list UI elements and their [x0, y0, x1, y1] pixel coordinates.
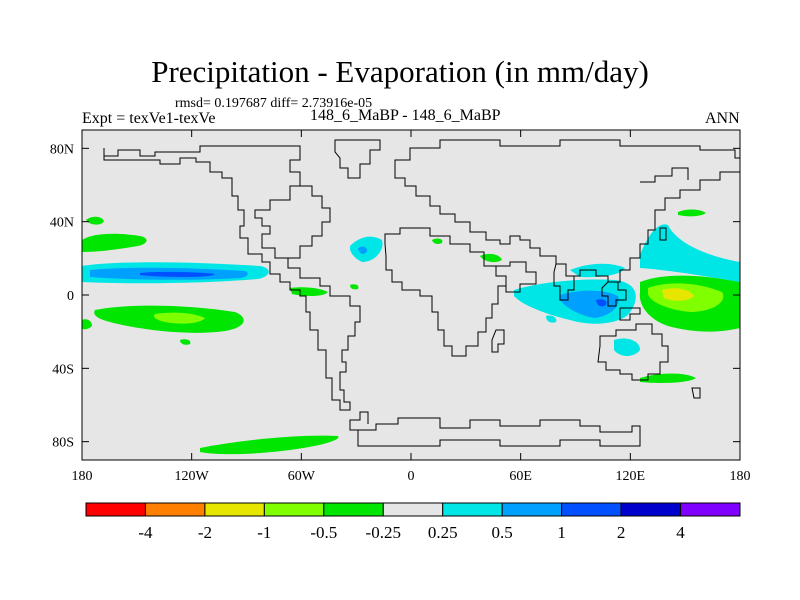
atlantic-dry-spot-2 — [350, 284, 359, 290]
colorbar-label: 4 — [676, 523, 685, 542]
statistics-line: rmsd= 0.197687 diff= 2.73916e-05 — [175, 96, 373, 111]
colorbar-swatch — [144, 502, 206, 517]
lat-tick-label: 80N — [50, 142, 74, 157]
colorbar-label: -4 — [138, 523, 153, 542]
colorbar-swatch — [323, 502, 384, 517]
lon-tick-label: 0 — [408, 469, 415, 484]
north-atlantic-wet-core — [358, 246, 368, 254]
colorbar-label: -2 — [198, 523, 212, 542]
indian-ocean-wet-mid — [560, 290, 619, 318]
colorbar-label: 0.5 — [492, 523, 513, 542]
plot-title: Precipitation - Evaporation (in mm/day) — [151, 54, 649, 89]
colorbar-label: 1 — [557, 523, 566, 542]
lat-tick-label: 40N — [50, 216, 74, 231]
africa-outline — [384, 227, 507, 357]
colorbar-label: 0.25 — [428, 523, 458, 542]
western-pacific-dry-core — [662, 288, 694, 301]
north-pacific-west-dry — [678, 209, 706, 217]
lon-tick-label: 180 — [730, 469, 751, 484]
atlantic-dry-spot — [480, 253, 502, 263]
new-zealand-outline — [691, 387, 701, 399]
madagascar-outline — [491, 329, 505, 353]
lon-tick-label: 120W — [175, 469, 210, 484]
colorbar-label: -0.5 — [310, 523, 337, 542]
japan-outline — [659, 227, 667, 241]
colorbar-swatch — [382, 502, 444, 517]
indian-ocean-wet-tail — [546, 315, 557, 323]
lon-tick-label: 120E — [616, 469, 646, 484]
greenland-outline — [334, 139, 381, 179]
latitude-axis: 80N 40N 0 40S 80S — [50, 142, 740, 451]
season-label: ANN — [705, 110, 740, 127]
north-pacific-dry-patch — [82, 233, 147, 252]
southern-ocean-dry-band — [200, 435, 339, 455]
lat-tick-label: 0 — [67, 289, 74, 304]
experiment-label: Expt = texVe1-texVe — [82, 110, 216, 127]
lon-tick-label: 60E — [509, 469, 532, 484]
maritime-wet-patch — [614, 338, 640, 356]
colorbar-swatch — [263, 502, 325, 517]
anomaly-layer — [82, 209, 740, 455]
north-pacific-dry-dot — [86, 216, 104, 225]
plot-subtitle: 148_6_MaBP - 148_6_MaBP — [310, 107, 501, 124]
colorbar-label: -0.25 — [366, 523, 401, 542]
lat-tick-label: 40S — [52, 362, 74, 377]
colorbar-swatch — [620, 502, 682, 517]
western-pacific-wet-arm — [640, 224, 740, 282]
south-pacific-dry-core — [154, 312, 205, 324]
colorbar-swatch — [680, 502, 741, 517]
lat-tick-label: 80S — [52, 436, 74, 451]
lon-tick-label: 180 — [72, 469, 93, 484]
asia-wet-patch — [570, 263, 625, 278]
americas-outline — [103, 145, 361, 411]
colorbar-swatch — [85, 502, 146, 517]
antarctic-peninsula-outline — [349, 411, 369, 431]
colorbar-swatch — [204, 502, 265, 517]
south-pacific-dry-tip — [82, 319, 92, 330]
tropical-pacific-core — [140, 271, 215, 277]
south-pacific-west-dry — [640, 373, 696, 383]
eastern-siberia-outline — [640, 167, 689, 183]
arabia-outline — [496, 261, 537, 293]
australia-outline — [597, 323, 669, 381]
coastlines — [103, 139, 740, 447]
south-pacific-dry-spot — [180, 339, 191, 345]
colorbar-swatch — [442, 502, 503, 517]
colorbar-label: 2 — [617, 523, 626, 542]
se-asia-outline — [601, 281, 627, 307]
india-outline — [553, 263, 575, 301]
antarctica-outline — [357, 417, 641, 447]
atlantic-dry-spot-3 — [432, 238, 443, 244]
colorbar: -4 -2 -1 -0.5 -0.25 0.25 0.5 1 2 4 — [85, 502, 741, 542]
na-east-outline — [288, 185, 331, 259]
colorbar-swatch — [561, 502, 622, 517]
longitude-axis: 180 120W 60W 0 60E 120E 180 — [72, 130, 751, 484]
lon-tick-label: 60W — [288, 469, 316, 484]
colorbar-label: -1 — [257, 523, 271, 542]
indian-ocean-wet-core — [596, 299, 607, 307]
colorbar-swatch — [501, 502, 563, 517]
indonesia-outline — [619, 307, 641, 321]
